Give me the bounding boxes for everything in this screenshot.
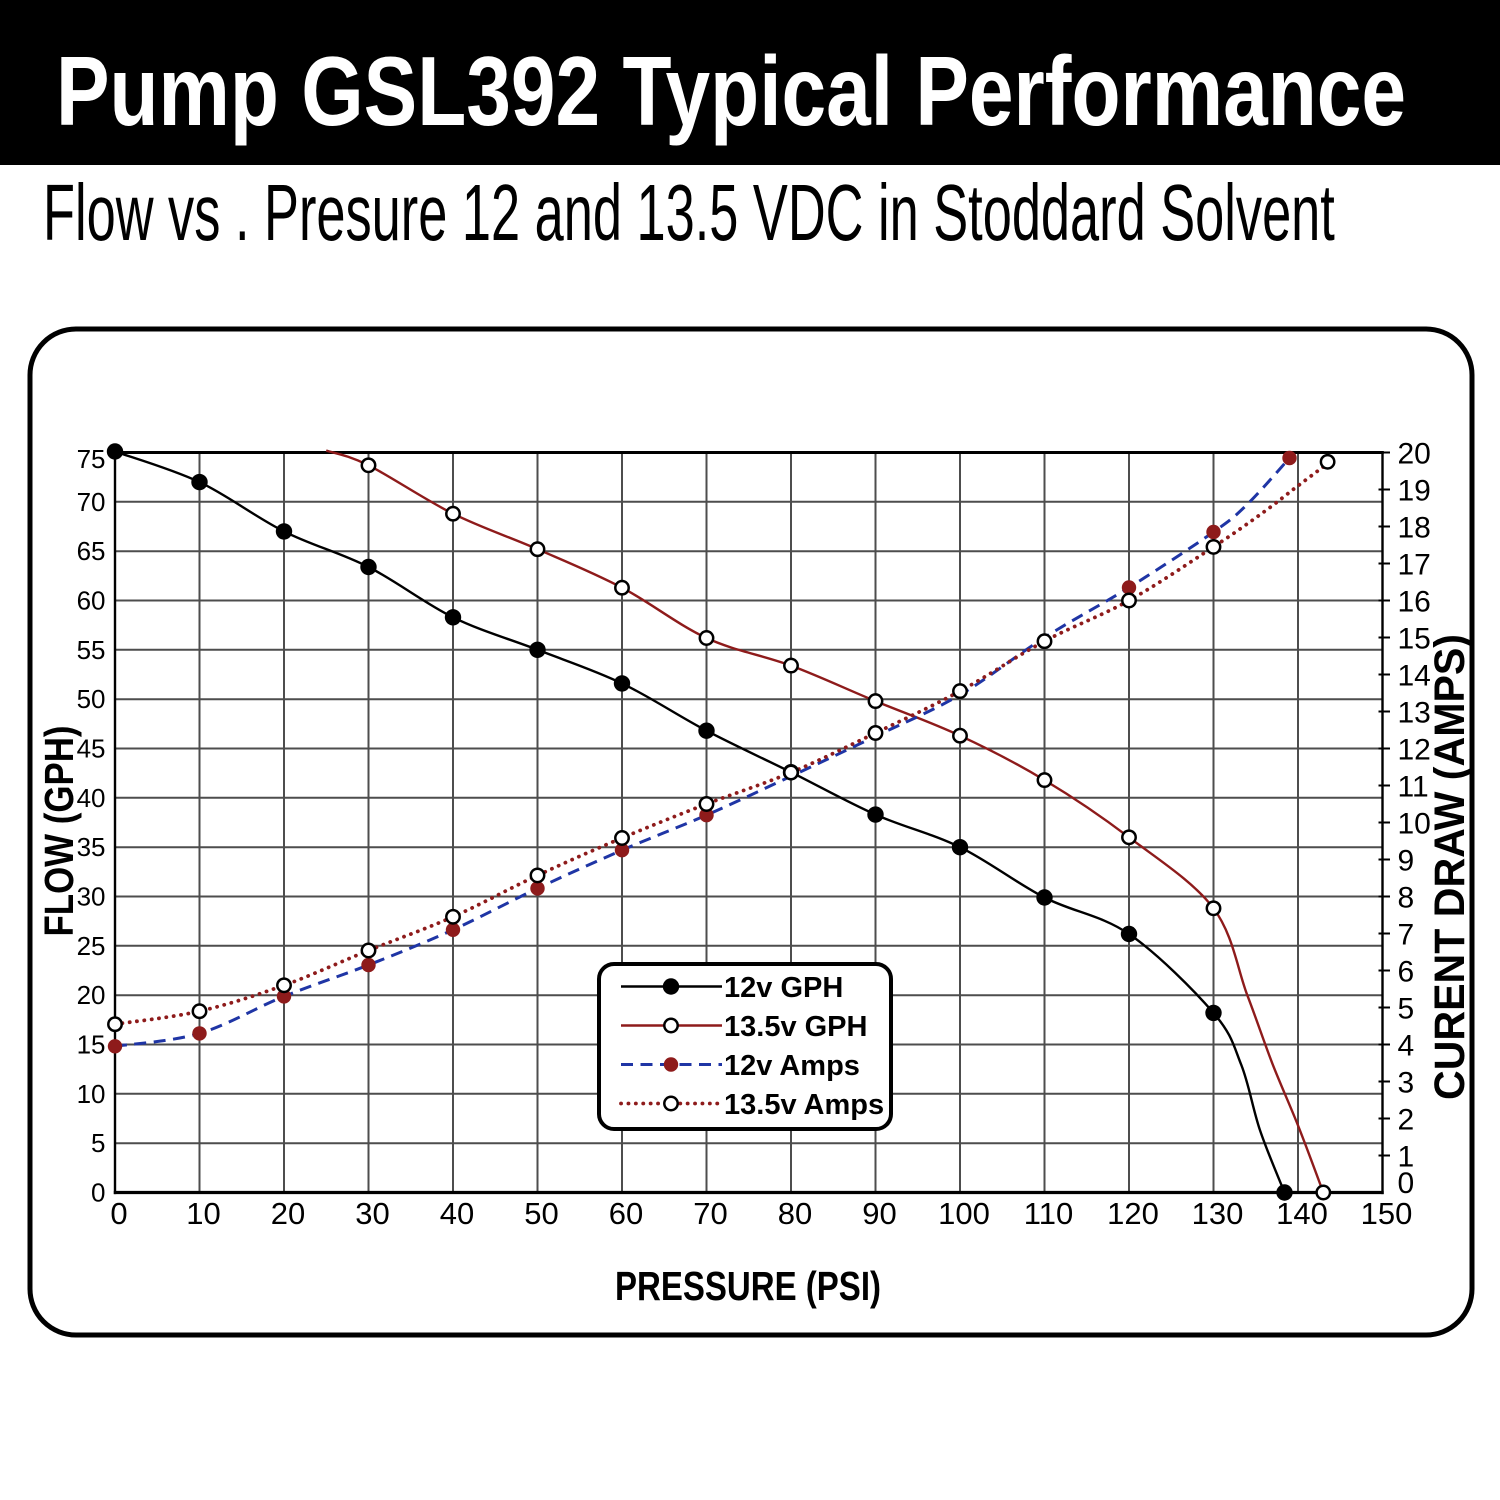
svg-text:15: 15	[1398, 623, 1431, 656]
svg-text:130: 130	[1192, 1196, 1244, 1231]
svg-text:20: 20	[77, 980, 106, 1010]
svg-text:25: 25	[77, 931, 106, 961]
svg-text:10: 10	[1398, 808, 1431, 841]
svg-text:PRESSURE (PSI): PRESSURE (PSI)	[615, 1263, 881, 1309]
svg-text:13.5v GPH: 13.5v GPH	[724, 1011, 867, 1043]
svg-text:CURENT DRAW (AMPS): CURENT DRAW (AMPS)	[1426, 634, 1474, 1100]
svg-text:13: 13	[1398, 697, 1431, 730]
svg-text:20: 20	[1398, 438, 1431, 471]
svg-text:60: 60	[77, 586, 106, 616]
svg-text:55: 55	[77, 635, 106, 665]
svg-text:70: 70	[77, 487, 106, 517]
svg-text:0: 0	[1398, 1167, 1415, 1200]
svg-text:9: 9	[1398, 845, 1415, 878]
svg-text:60: 60	[609, 1196, 643, 1231]
svg-text:15: 15	[77, 1030, 106, 1060]
svg-text:65: 65	[77, 536, 106, 566]
svg-text:90: 90	[862, 1196, 896, 1231]
svg-text:18: 18	[1398, 512, 1431, 545]
svg-text:17: 17	[1398, 549, 1431, 582]
svg-text:2: 2	[1398, 1104, 1415, 1137]
svg-text:75: 75	[77, 444, 106, 474]
svg-text:6: 6	[1398, 956, 1415, 989]
svg-text:14: 14	[1398, 660, 1431, 693]
svg-text:50: 50	[524, 1196, 558, 1231]
svg-text:70: 70	[693, 1196, 727, 1231]
svg-text:12v GPH: 12v GPH	[724, 972, 843, 1004]
svg-text:10: 10	[186, 1196, 220, 1231]
svg-text:20: 20	[271, 1196, 305, 1231]
svg-text:110: 110	[1024, 1196, 1073, 1231]
svg-text:4: 4	[1398, 1030, 1415, 1063]
svg-text:16: 16	[1398, 586, 1431, 619]
svg-text:12v Amps: 12v Amps	[724, 1050, 860, 1082]
svg-text:12: 12	[1398, 734, 1431, 767]
svg-text:45: 45	[77, 734, 106, 764]
svg-text:11: 11	[1398, 771, 1429, 804]
svg-text:35: 35	[77, 832, 106, 862]
svg-text:40: 40	[77, 783, 106, 813]
svg-text:10: 10	[77, 1079, 106, 1109]
svg-text:140: 140	[1276, 1196, 1328, 1231]
svg-text:0: 0	[110, 1196, 127, 1231]
svg-text:5: 5	[91, 1128, 105, 1158]
svg-text:150: 150	[1361, 1196, 1413, 1231]
svg-text:120: 120	[1107, 1196, 1159, 1231]
svg-text:50: 50	[77, 684, 106, 714]
svg-text:3: 3	[1398, 1067, 1415, 1100]
svg-text:30: 30	[77, 882, 106, 912]
svg-text:13.5v Amps: 13.5v Amps	[724, 1089, 884, 1121]
svg-text:100: 100	[938, 1196, 990, 1231]
svg-text:40: 40	[440, 1196, 474, 1231]
svg-text:8: 8	[1398, 882, 1415, 915]
svg-text:1: 1	[1398, 1141, 1415, 1174]
svg-text:19: 19	[1398, 475, 1431, 508]
svg-text:FLOW (GPH): FLOW (GPH)	[36, 726, 82, 937]
svg-text:7: 7	[1398, 919, 1415, 952]
svg-text:80: 80	[778, 1196, 812, 1231]
svg-text:30: 30	[355, 1196, 389, 1231]
svg-text:5: 5	[1398, 993, 1415, 1026]
svg-text:0: 0	[91, 1178, 105, 1208]
